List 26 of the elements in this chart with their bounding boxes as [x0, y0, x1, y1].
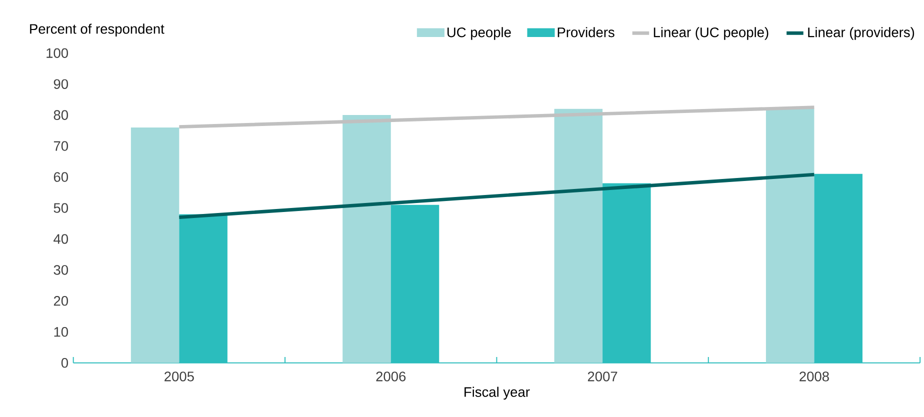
y-tick-label: 70 — [54, 141, 68, 151]
y-tick-label: 50 — [54, 203, 68, 213]
bar — [130, 127, 180, 363]
y-tick-label: 100 — [46, 48, 68, 58]
legend-label: UC people — [447, 27, 511, 40]
legend-label: Linear (UC people) — [654, 27, 768, 40]
legend-label: Linear (providers) — [808, 27, 914, 40]
x-tick-label: 2007 — [588, 372, 618, 382]
y-tick-label: 40 — [54, 234, 68, 244]
y-tick-label: 30 — [54, 265, 68, 275]
x-axis-title: Fiscal year — [464, 386, 530, 400]
legend-label: Providers — [558, 27, 614, 38]
bar — [342, 115, 391, 363]
y-tick-label: 80 — [54, 110, 68, 120]
y-axis-title: Percent of respondent — [30, 24, 164, 37]
y-tick-label: 90 — [54, 79, 68, 89]
bar — [766, 108, 814, 363]
bar — [554, 108, 603, 363]
y-tick-label: 20 — [54, 296, 68, 306]
x-tick-label: 2005 — [164, 372, 194, 382]
x-tick-label: 2006 — [376, 372, 406, 382]
y-tick-label: 60 — [54, 172, 68, 182]
y-tick-label: 0 — [61, 358, 68, 368]
y-tick-label: 10 — [54, 327, 68, 337]
x-tick-label: 2008 — [800, 372, 829, 382]
line-series — [177, 172, 816, 220]
